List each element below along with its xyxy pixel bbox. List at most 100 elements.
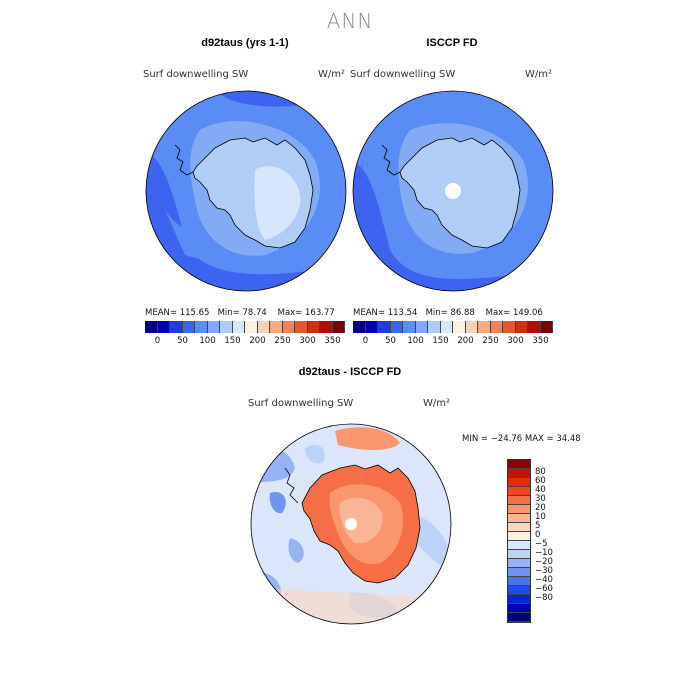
stats-minmax-diff: MIN = −24.76 MAX = 34.48 <box>462 434 581 444</box>
colorbar-swatch <box>508 514 530 523</box>
colorbar-tick-label: 100 <box>407 336 424 346</box>
stats-mean: MEAN= 115.65 <box>145 308 210 318</box>
colorbar-swatch <box>508 523 530 532</box>
variable-label-obs: Surf downwelling SW <box>350 69 456 80</box>
colorbar-tick-label: −60 <box>535 583 553 594</box>
colorbar-swatch <box>465 321 478 333</box>
colorbar-diff <box>507 459 531 623</box>
colorbar-tick-label: −40 <box>535 574 553 585</box>
colorbar-swatch <box>508 469 530 478</box>
colorbar-labels-obs: 0 50 100 150 200 250 300 350 <box>353 336 553 348</box>
polar-map-model <box>145 90 347 292</box>
colorbar-swatch <box>282 321 295 333</box>
stats-mean: MEAN= 113.54 <box>353 308 418 318</box>
colorbar-labels-model: 0 50 100 150 200 250 300 350 <box>145 336 345 348</box>
colorbar-tick-label: 250 <box>482 336 499 346</box>
colorbar-swatch <box>257 321 270 333</box>
colorbar-swatch <box>307 321 320 333</box>
colorbar-tick-label: 20 <box>535 502 546 513</box>
colorbar-tick-label: −30 <box>535 565 553 576</box>
colorbar-swatch <box>157 321 170 333</box>
colorbar-obs <box>353 321 553 333</box>
colorbar-swatch <box>508 577 530 586</box>
colorbar-swatch <box>503 321 516 333</box>
polar-map-diff <box>250 423 452 625</box>
colorbar-model <box>145 321 345 333</box>
panel-title-diff: d92taus - ISCCP FD <box>298 366 402 378</box>
colorbar-tick-label: 100 <box>199 336 216 346</box>
colorbar-tick-label: 250 <box>274 336 291 346</box>
colorbar-swatch <box>378 321 391 333</box>
colorbar-tick-label: 350 <box>532 336 549 346</box>
colorbar-swatch <box>320 321 333 333</box>
colorbar-swatch <box>440 321 453 333</box>
colorbar-swatch <box>508 532 530 541</box>
colorbar-tick-label: 40 <box>535 484 546 495</box>
colorbar-swatch <box>390 321 403 333</box>
colorbar-tick-label: 150 <box>224 336 241 346</box>
colorbar-swatch <box>145 321 158 333</box>
colorbar-swatch <box>508 568 530 577</box>
units-label-diff: W/m² <box>423 398 451 409</box>
colorbar-tick-label: 50 <box>385 336 396 346</box>
colorbar-swatch <box>508 478 530 487</box>
panel-title-model: d92taus (yrs 1-1) <box>201 37 289 49</box>
units-label-obs: W/m² <box>525 69 553 80</box>
colorbar-swatch <box>490 321 503 333</box>
colorbar-swatch <box>515 321 528 333</box>
colorbar-swatch <box>245 321 258 333</box>
colorbar-swatch <box>365 321 378 333</box>
colorbar-tick-label: 5 <box>535 520 541 531</box>
colorbar-swatch <box>295 321 308 333</box>
colorbar-swatch <box>270 321 283 333</box>
colorbar-swatch <box>415 321 428 333</box>
colorbar-tick-label: 150 <box>432 336 449 346</box>
colorbar-tick-label: 200 <box>457 336 474 346</box>
colorbar-tick-label: 0 <box>154 336 161 346</box>
stats-obs: MEAN= 113.54 Min= 86.88 Max= 149.06 <box>353 308 543 318</box>
colorbar-tick-label: 200 <box>249 336 266 346</box>
colorbar-tick-label: 10 <box>535 511 546 522</box>
colorbar-tick-label: 50 <box>177 336 188 346</box>
colorbar-swatch <box>453 321 466 333</box>
colorbar-tick-label: −80 <box>535 592 553 603</box>
colorbar-swatch <box>508 460 530 469</box>
colorbar-swatch <box>170 321 183 333</box>
colorbar-tick-label: 0 <box>362 336 369 346</box>
colorbar-tick-label: 0 <box>535 529 541 540</box>
stats-min: Min= 86.88 <box>425 308 475 318</box>
stats-model: MEAN= 115.65 Min= 78.74 Max= 163.77 <box>145 308 335 318</box>
colorbar-tick-label: 300 <box>299 336 316 346</box>
colorbar-swatch <box>508 505 530 514</box>
colorbar-swatch <box>195 321 208 333</box>
colorbar-swatch <box>508 559 530 568</box>
colorbar-swatch <box>508 613 530 622</box>
colorbar-swatch <box>220 321 233 333</box>
colorbar-tick-label: −20 <box>535 556 553 567</box>
polar-map-obs <box>352 90 554 292</box>
units-label-model: W/m² <box>318 69 346 80</box>
colorbar-swatch <box>478 321 491 333</box>
colorbar-swatch <box>528 321 541 333</box>
colorbar-labels-diff: 80 60 40 30 20 10 5 0 −5 −10 −20 −30 −40 −60 −80 <box>535 459 575 621</box>
colorbar-tick-label: −10 <box>535 547 553 558</box>
colorbar-tick-label: 350 <box>324 336 341 346</box>
colorbar-swatch <box>182 321 195 333</box>
colorbar-swatch <box>403 321 416 333</box>
colorbar-tick-label: −5 <box>535 538 548 549</box>
colorbar-swatch <box>508 541 530 550</box>
variable-label-diff: Surf downwelling SW <box>248 398 354 409</box>
stats-max: Max= 149.06 <box>485 308 543 318</box>
colorbar-swatch <box>332 321 345 333</box>
colorbar-swatch <box>353 321 366 333</box>
colorbar-tick-label: 80 <box>535 466 546 477</box>
colorbar-swatch <box>508 586 530 595</box>
colorbar-swatch <box>508 496 530 505</box>
panel-title-obs: ISCCP FD <box>426 37 478 49</box>
colorbar-swatch <box>232 321 245 333</box>
stats-max: Max= 163.77 <box>277 308 335 318</box>
colorbar-swatch <box>508 604 530 613</box>
page-title: ANN <box>326 9 374 33</box>
variable-label-model: Surf downwelling SW <box>143 69 249 80</box>
colorbar-swatch <box>428 321 441 333</box>
